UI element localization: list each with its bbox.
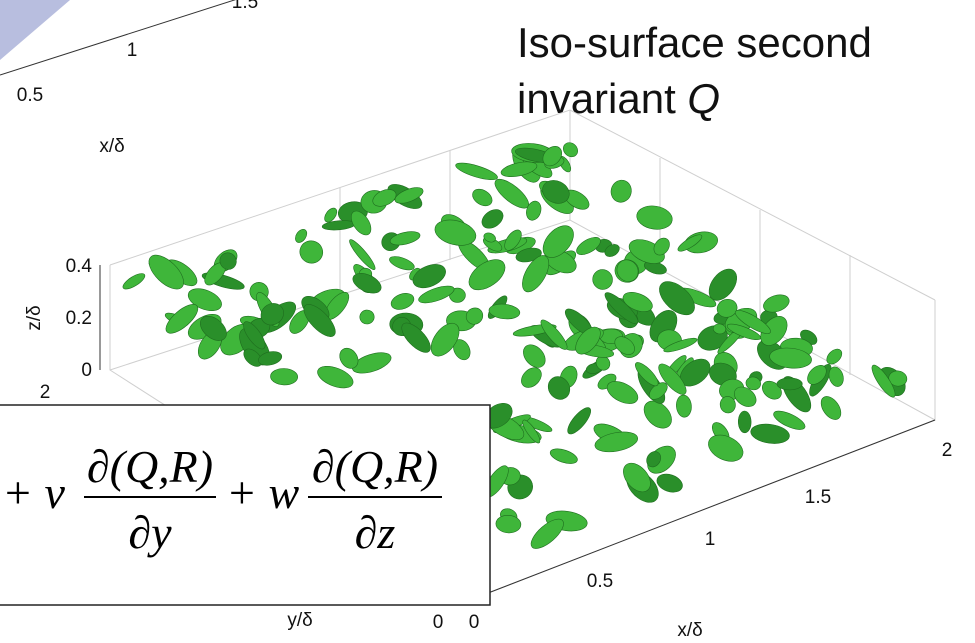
fraction-numerator: ∂(Q,R)	[87, 441, 213, 492]
tick-label: 2	[942, 440, 953, 461]
slide: 1.5 1 0.5 x/δ Iso-surface second invaria…	[0, 0, 975, 643]
fraction-denominator: ∂z	[355, 507, 396, 558]
tick-label: 1.5	[805, 487, 831, 508]
axis-label: y/δ	[287, 610, 312, 631]
equation-box: + v ∂(Q,R) ∂y + w ∂(Q,R) ∂z	[0, 405, 490, 605]
equation-term: + w	[226, 467, 300, 518]
tick-label: 2	[40, 382, 51, 403]
tick-label: 1	[705, 529, 716, 550]
axis-label: x/δ	[677, 620, 702, 641]
title-text: invariant	[517, 75, 687, 122]
tick-label: 1.5	[232, 0, 258, 13]
tick-label: 0.2	[66, 308, 92, 329]
fraction-denominator: ∂y	[128, 507, 172, 558]
fraction-numerator: ∂(Q,R)	[312, 441, 438, 492]
axis-label: x/δ	[99, 136, 124, 157]
title-symbol: Q	[687, 75, 720, 122]
tick-label: 0.5	[17, 85, 43, 106]
tick-label: 0	[433, 612, 444, 633]
tick-label: 0	[469, 612, 480, 633]
vortex-blob	[738, 411, 751, 433]
title: invariant Q	[517, 75, 720, 122]
equation-term: + v	[2, 467, 66, 518]
axis-label: z/δ	[24, 305, 45, 330]
tick-label: 0.4	[66, 256, 93, 277]
tick-label: 0	[81, 360, 92, 381]
tick-label: 1	[127, 40, 138, 61]
vortex-blob	[777, 378, 802, 390]
tick-label: 0.5	[587, 571, 613, 592]
title: Iso-surface second	[517, 19, 872, 66]
